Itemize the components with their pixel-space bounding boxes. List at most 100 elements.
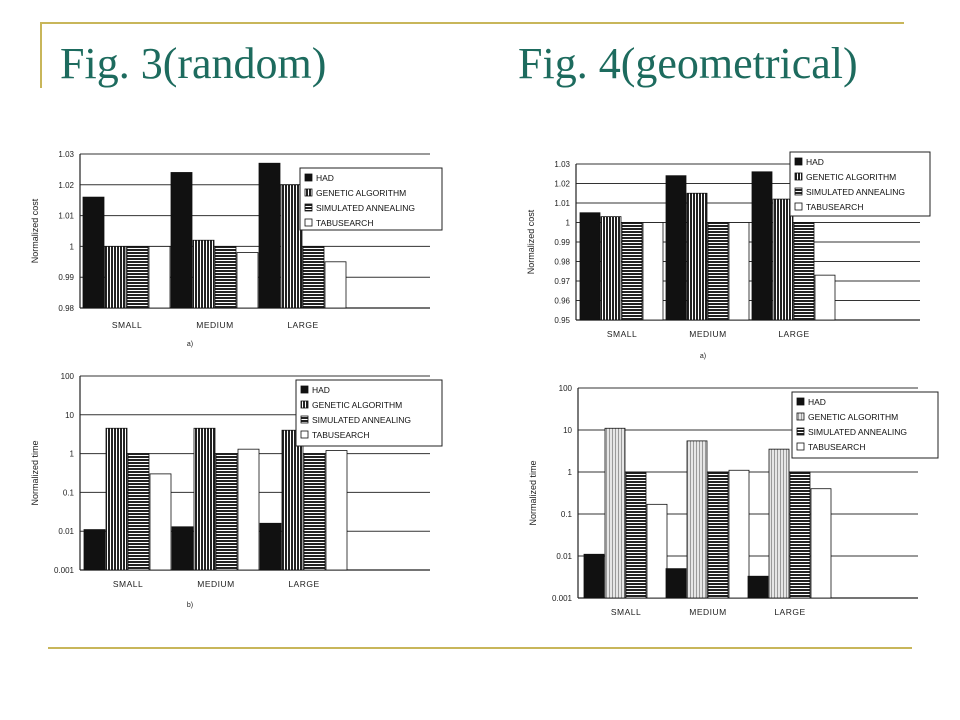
bar-small-3	[621, 222, 643, 321]
bar-large-2	[772, 198, 794, 321]
bar-medium-3	[707, 471, 729, 599]
bar-large-3	[302, 246, 325, 309]
legend-swatch	[300, 415, 309, 424]
bar-medium-1	[665, 175, 687, 321]
y-tick-label: 1	[70, 242, 75, 251]
bar-medium-1	[665, 568, 687, 599]
y-tick-label: 1.02	[58, 181, 74, 190]
legend-swatch	[300, 430, 309, 439]
legend-entry: SIMULATED ANNEALING	[312, 415, 411, 425]
legend-box	[791, 391, 939, 459]
y-tick-label: 0.99	[554, 238, 570, 247]
bar-large-4	[810, 488, 832, 599]
bar-large-3	[789, 471, 811, 599]
legend-entry: HAD	[312, 385, 330, 395]
x-category-label: LARGE	[774, 607, 805, 617]
y-tick-label: 10	[65, 411, 74, 420]
y-tick-label: 0.99	[58, 273, 74, 282]
chart-fig4-cost: 0.95 0.96 0.97 0.98 0.99 1 1.01 1.02 1.03 Normali…	[526, 151, 931, 360]
x-category-label: MEDIUM	[196, 320, 233, 330]
legend-swatch	[794, 202, 803, 211]
bar-small-4	[149, 473, 172, 571]
legend-swatch	[796, 427, 805, 436]
legend-entry: SIMULATED ANNEALING	[316, 203, 415, 213]
bar-medium-1	[171, 526, 194, 571]
y-tick-label: 0.001	[54, 566, 75, 575]
bar-medium-3	[707, 222, 729, 321]
legend-swatch	[796, 397, 805, 406]
y-tick-label: 10	[563, 426, 572, 435]
bar-small-1	[579, 212, 601, 321]
chart-fig3-cost: 0.98 0.99 1 1.01 1.02 1.03 Normalized cost SMAL…	[30, 150, 443, 348]
bar-medium-4	[728, 469, 750, 599]
bar-small-2	[600, 216, 622, 321]
bar-medium-3	[214, 246, 237, 309]
legend-entry: TABUSEARCH	[808, 442, 865, 452]
y-tick-label: 0.95	[554, 316, 570, 325]
legend-swatch	[796, 442, 805, 451]
chart-caption: a)	[187, 341, 193, 348]
y-tick-label: 100	[61, 372, 75, 381]
chart-caption: b)	[187, 602, 193, 609]
bar-large-2	[280, 184, 303, 309]
y-tick-label: 0.001	[552, 594, 573, 603]
bar-small-4	[148, 246, 171, 309]
legend-entry: HAD	[808, 397, 826, 407]
legend-swatch	[304, 203, 313, 212]
chart-fig4-time: 0.001 0.01 0.1 1 10 100 Normalized time SMALL ME…	[528, 384, 939, 617]
y-tick-label: 1	[566, 219, 571, 228]
left-accent-line	[40, 22, 42, 88]
y-tick-label: 0.96	[554, 297, 570, 306]
x-category-label: MEDIUM	[197, 579, 234, 589]
legend-swatch	[300, 400, 309, 409]
y-tick-label: 1.03	[58, 150, 74, 159]
x-category-label: SMALL	[112, 320, 142, 330]
legend-swatch	[794, 172, 803, 181]
x-category-label: LARGE	[288, 579, 319, 589]
bar-small-3	[127, 453, 150, 571]
y-axis-label: Normalized time	[528, 460, 538, 525]
y-tick-label: 1	[70, 450, 75, 459]
bar-large-2	[768, 448, 790, 599]
x-category-label: MEDIUM	[689, 329, 726, 339]
legend-entry: GENETIC ALGORITHM	[806, 172, 896, 182]
legend-box	[789, 151, 931, 217]
legend-entry: HAD	[316, 173, 334, 183]
bar-medium-4	[236, 252, 259, 309]
bar-small-2	[604, 427, 626, 599]
y-tick-label: 100	[559, 384, 573, 393]
y-tick-label: 1.02	[554, 180, 570, 189]
chart-fig3-time: 0.001 0.01 0.1 1 10 100 Normalized time SMALL ME…	[30, 372, 443, 609]
bar-small-3	[625, 471, 647, 599]
y-tick-label: 0.01	[58, 527, 74, 536]
legend-swatch	[304, 173, 313, 182]
y-axis-label: Normalized cost	[30, 198, 40, 263]
bar-small-1	[82, 196, 105, 309]
legend-entry: GENETIC ALGORITHM	[316, 188, 406, 198]
y-axis-label: Normalized cost	[526, 209, 536, 274]
bar-small-3	[126, 246, 149, 309]
legend-swatch	[304, 188, 313, 197]
bar-small-1	[83, 529, 106, 571]
bar-small-4	[646, 503, 668, 599]
slide-title-left: Fig. 3(random)	[60, 39, 327, 88]
legend-entry: TABUSEARCH	[806, 202, 863, 212]
y-tick-label: 0.1	[63, 488, 75, 497]
legend-entry: SIMULATED ANNEALING	[806, 187, 905, 197]
legend-entry: TABUSEARCH	[312, 430, 369, 440]
legend-entry: TABUSEARCH	[316, 218, 373, 228]
bar-small-2	[105, 427, 128, 571]
bar-medium-4	[237, 448, 260, 571]
legend-entry: GENETIC ALGORITHM	[312, 400, 402, 410]
bar-large-1	[259, 522, 282, 571]
x-category-label: SMALL	[611, 607, 641, 617]
y-tick-label: 0.98	[554, 258, 570, 267]
bar-small-4	[642, 222, 664, 321]
x-category-label: LARGE	[778, 329, 809, 339]
bar-medium-2	[193, 427, 216, 571]
bar-large-1	[258, 162, 281, 309]
x-category-label: SMALL	[113, 579, 143, 589]
bar-medium-2	[686, 440, 708, 599]
bar-large-2	[281, 429, 304, 571]
bar-medium-4	[728, 222, 750, 321]
